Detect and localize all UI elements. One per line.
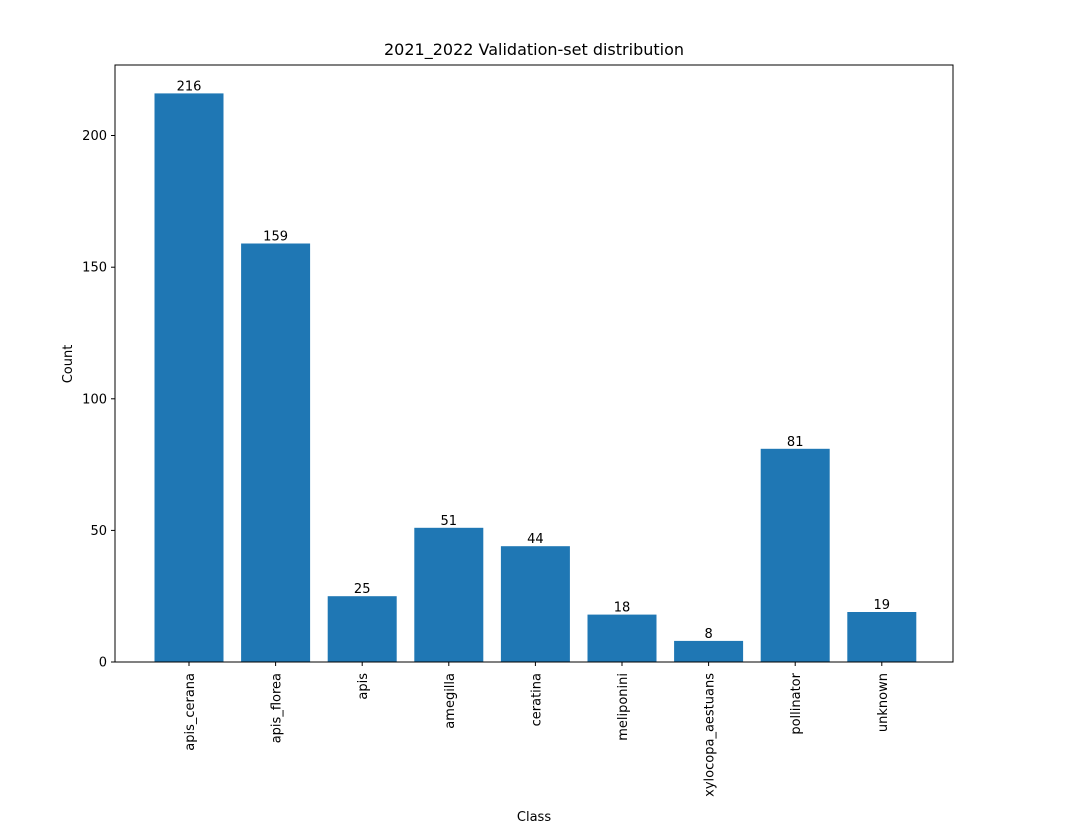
bar-xylocopa_aestuans [674,640,744,662]
data-label-amegilla: 51 [441,514,458,529]
x-tick-label-apis_florea: apis_florea [270,673,285,743]
data-labels-group: 216 159 25 51 44 18 8 81 19 [177,79,890,642]
bar-meliponini [587,614,657,662]
x-tick-label-apis_cerana: apis_cerana [183,673,198,751]
data-label-xylocopa_aestuans: 8 [704,627,712,642]
bar-apis [327,596,397,662]
data-label-ceratina: 44 [527,532,544,547]
x-tick-label-amegilla: amegilla [443,673,458,729]
bar-ceratina [500,546,570,662]
y-axis-label: Count [61,345,76,384]
bars-group [154,93,917,662]
y-tick-label-200: 200 [82,129,107,144]
y-tick-label-50: 50 [90,524,107,539]
bar-pollinator [760,448,830,662]
bar-unknown [847,612,917,662]
bar-amegilla [414,527,484,662]
x-tick-label-pollinator: pollinator [789,672,804,734]
y-tick-label-100: 100 [82,392,107,407]
x-axis: apis_cerana apis_florea apis amegilla cerati… [183,662,891,797]
y-tick-label-150: 150 [82,261,107,276]
y-tick-label-0: 0 [99,656,107,671]
x-tick-label-meliponini: meliponini [616,673,631,741]
x-axis-label: Class [517,810,551,825]
bar-apis_cerana [154,93,224,662]
data-label-apis_florea: 159 [263,230,288,245]
x-tick-label-ceratina: ceratina [529,673,544,726]
plot-frame [114,64,954,663]
bar-apis_florea [241,243,311,662]
x-tick-label-xylocopa_aestuans: xylocopa_aestuans [703,673,718,797]
chart-title: 2021_2022 Validation-set distribution [384,40,684,60]
data-label-unknown: 19 [874,598,891,613]
x-tick-label-apis: apis [356,673,371,700]
data-label-pollinator: 81 [787,435,804,450]
y-axis: 0 50 100 150 200 [82,129,115,671]
data-label-apis_cerana: 216 [177,79,202,94]
data-label-meliponini: 18 [614,601,631,616]
x-tick-label-unknown: unknown [876,673,891,732]
data-label-apis: 25 [354,582,371,597]
